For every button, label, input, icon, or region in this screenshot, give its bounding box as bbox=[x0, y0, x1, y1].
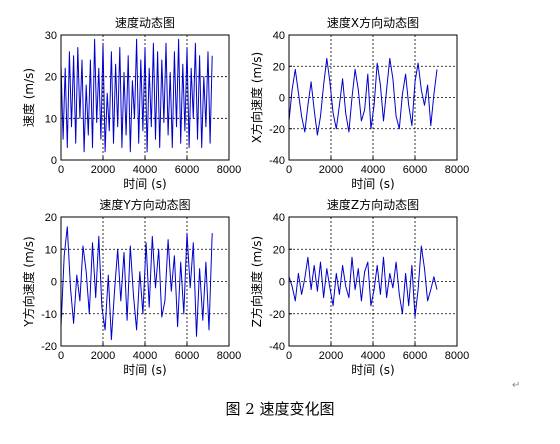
y-tick-label: -40 bbox=[269, 341, 285, 353]
x-tick-label: 2000 bbox=[91, 164, 115, 176]
y-axis-label: Z方向速度 (m/s) bbox=[249, 236, 264, 327]
y-axis-label: 速度 (m/s) bbox=[21, 68, 36, 127]
y-tick-label: 10 bbox=[45, 113, 57, 125]
chart-title: 速度X方向动态图 bbox=[327, 15, 419, 30]
x-axis-label: 时间 (s) bbox=[351, 177, 394, 191]
x-tick-label: 0 bbox=[286, 350, 292, 362]
x-tick-label: 4000 bbox=[133, 164, 157, 176]
x-tick-label: 4000 bbox=[361, 164, 385, 176]
x-tick-label: 4000 bbox=[361, 350, 385, 362]
y-tick-label: -20 bbox=[269, 309, 285, 321]
x-axis-label: 时间 (s) bbox=[123, 177, 166, 191]
x-tick-label: 0 bbox=[286, 164, 292, 176]
x-tick-label: 2000 bbox=[91, 350, 115, 362]
x-axis-label: 时间 (s) bbox=[123, 363, 166, 377]
chart-title: 速度Z方向动态图 bbox=[327, 197, 419, 212]
series-line-1 bbox=[60, 226, 213, 341]
chart-title: 速度Y方向动态图 bbox=[99, 197, 190, 212]
y-tick-label: -20 bbox=[269, 124, 285, 136]
series-line-1 bbox=[288, 57, 438, 136]
x-tick-label: 6000 bbox=[175, 164, 199, 176]
y-tick-label: 20 bbox=[273, 61, 285, 73]
y-tick-label: -40 bbox=[269, 155, 285, 167]
y-tick-label: -10 bbox=[41, 309, 57, 321]
return-mark: ↵ bbox=[512, 380, 521, 391]
y-tick-label: 20 bbox=[273, 244, 285, 256]
y-tick-label: 40 bbox=[273, 30, 285, 42]
y-axis-label: Y方向速度 (m/s) bbox=[21, 236, 36, 328]
x-tick-label: 6000 bbox=[175, 350, 199, 362]
y-tick-label: 0 bbox=[279, 93, 285, 105]
chart-title: 速度动态图 bbox=[115, 15, 175, 30]
x-tick-label: 8000 bbox=[445, 164, 469, 176]
x-tick-label: 8000 bbox=[217, 350, 241, 362]
y-tick-label: 20 bbox=[45, 212, 57, 224]
x-tick-label: 0 bbox=[58, 350, 64, 362]
x-tick-label: 2000 bbox=[319, 164, 343, 176]
x-tick-label: 6000 bbox=[403, 350, 427, 362]
series-line-1 bbox=[60, 38, 213, 153]
figure-caption: 图 2 速度变化图 bbox=[225, 400, 335, 418]
y-axis-label: X方向速度 (m/s) bbox=[249, 52, 264, 143]
x-tick-label: 0 bbox=[58, 164, 64, 176]
y-tick-label: 0 bbox=[51, 155, 57, 167]
y-tick-label: -20 bbox=[41, 341, 57, 353]
y-tick-label: 20 bbox=[45, 72, 57, 84]
x-axis-label: 时间 (s) bbox=[351, 363, 394, 377]
y-tick-label: 40 bbox=[273, 212, 285, 224]
x-tick-label: 6000 bbox=[403, 164, 427, 176]
series-line-1 bbox=[288, 245, 438, 318]
y-tick-label: 0 bbox=[279, 277, 285, 289]
y-tick-label: 10 bbox=[45, 244, 57, 256]
x-tick-label: 4000 bbox=[133, 350, 157, 362]
x-tick-label: 2000 bbox=[319, 350, 343, 362]
x-tick-label: 8000 bbox=[217, 164, 241, 176]
x-tick-label: 8000 bbox=[445, 350, 469, 362]
y-tick-label: 30 bbox=[45, 30, 57, 42]
y-tick-label: 0 bbox=[51, 277, 57, 289]
